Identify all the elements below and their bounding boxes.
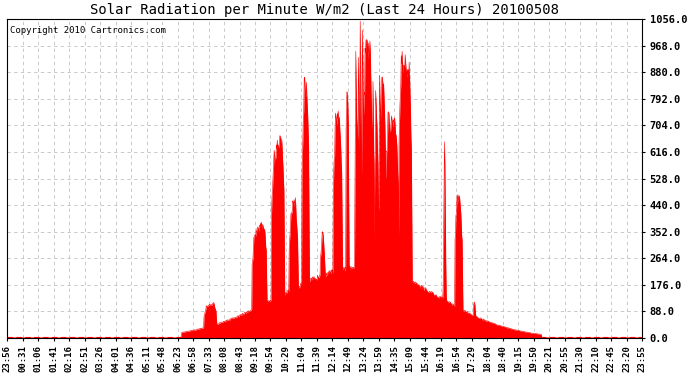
- Text: Copyright 2010 Cartronics.com: Copyright 2010 Cartronics.com: [10, 26, 166, 35]
- Title: Solar Radiation per Minute W/m2 (Last 24 Hours) 20100508: Solar Radiation per Minute W/m2 (Last 24…: [90, 3, 559, 17]
